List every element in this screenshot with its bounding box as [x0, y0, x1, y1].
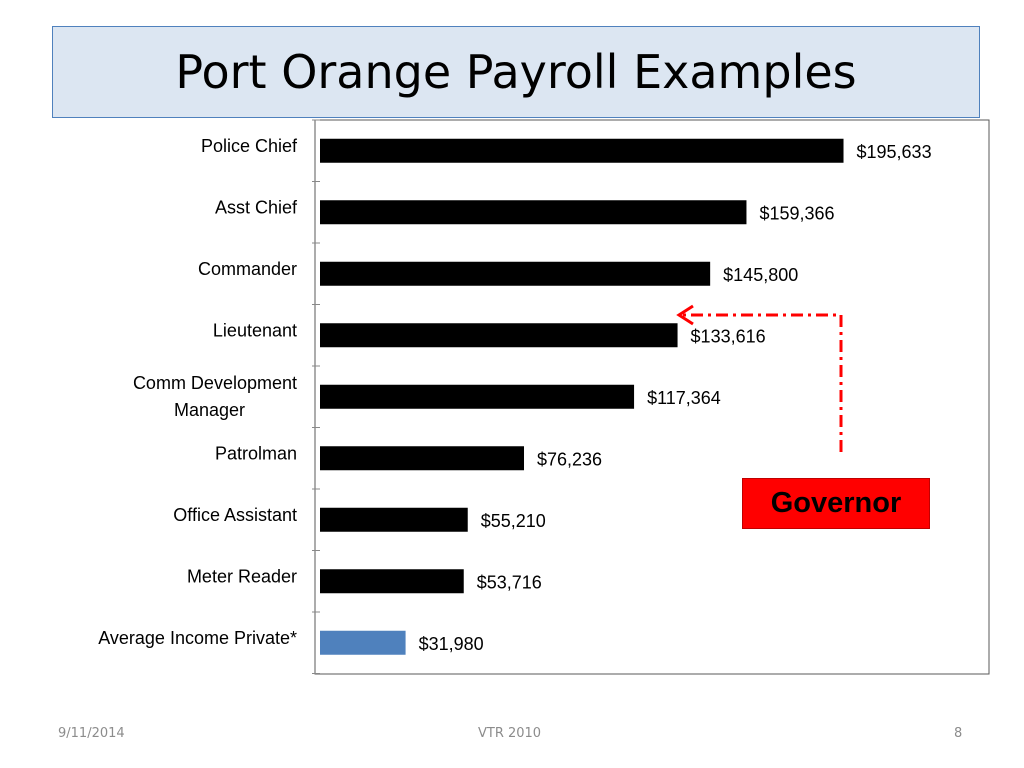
governor-label: Governor: [742, 478, 930, 529]
bar: [320, 569, 464, 594]
category-label: Police Chief: [201, 136, 298, 156]
title-box: Port Orange Payroll Examples: [52, 26, 980, 118]
pointer-arrow-line: [681, 313, 843, 452]
footer-center: VTR 2010: [478, 726, 542, 741]
data-label: $31,980: [419, 634, 484, 654]
data-label: $76,236: [537, 449, 602, 469]
slide-title: Port Orange Payroll Examples: [175, 45, 857, 99]
category-label: Meter Reader: [187, 566, 297, 586]
bar: [320, 446, 525, 471]
bar: [320, 384, 635, 409]
category-label: Asst Chief: [215, 197, 298, 217]
data-label: $133,616: [691, 326, 766, 346]
category-label: Office Assistant: [173, 505, 297, 525]
data-label: $117,364: [647, 388, 721, 408]
pointer-arrow: [676, 304, 843, 452]
data-label: $55,210: [481, 511, 546, 531]
bar: [320, 138, 844, 163]
page-number: 8: [954, 726, 963, 741]
data-label: $145,800: [723, 265, 798, 285]
bar: [320, 323, 678, 348]
category-label: Patrolman: [215, 443, 297, 463]
data-label: $159,366: [759, 203, 834, 223]
category-label: Average Income Private*: [98, 628, 297, 648]
category-label: Lieutenant: [213, 320, 297, 340]
data-label: $53,716: [477, 572, 542, 592]
bar: [320, 200, 747, 225]
bar: [320, 630, 406, 655]
category-label: Comm Development Manager: [133, 373, 297, 420]
footer-date: 9/11/2014: [58, 726, 125, 741]
bar: [320, 507, 468, 532]
data-label: $195,633: [857, 142, 932, 162]
category-label: Commander: [198, 259, 297, 279]
bar: [320, 261, 711, 286]
plot-frame: [314, 119, 990, 675]
pointer-arrow-head: [676, 304, 694, 326]
